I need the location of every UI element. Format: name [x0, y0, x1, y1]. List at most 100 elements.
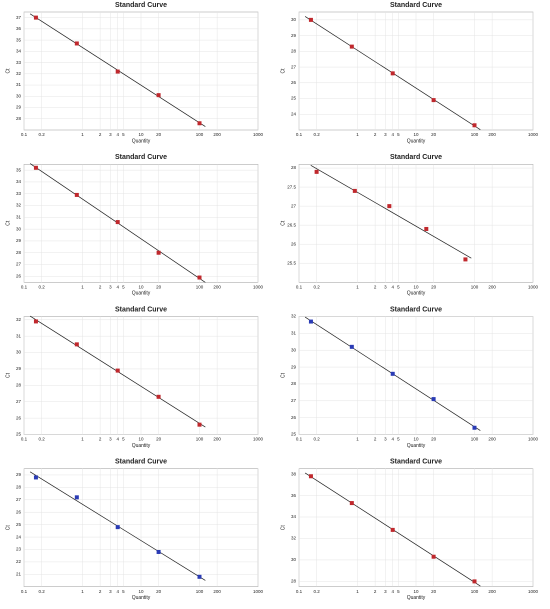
y-tick-label: 32: [291, 536, 297, 541]
y-axis-label: Ct: [5, 372, 11, 378]
data-point: [390, 71, 395, 76]
y-tick-label: 30: [291, 17, 297, 22]
x-tick-label: 10: [138, 284, 144, 289]
x-tick-label: 0.1: [21, 132, 28, 137]
chart-title: Standard Curve: [390, 154, 442, 161]
data-point: [74, 342, 79, 347]
x-tick-label: 0.1: [21, 437, 28, 442]
y-tick-label: 31: [16, 215, 22, 220]
y-tick-label: 30: [16, 93, 22, 98]
x-tick-label: 2: [99, 437, 102, 442]
x-tick-label: 1000: [253, 132, 264, 137]
data-point: [314, 169, 319, 174]
x-tick-label: 4: [391, 132, 394, 137]
x-tick-label: 100: [471, 284, 479, 289]
y-tick-label: 29: [16, 472, 22, 477]
y-tick-label: 30: [291, 347, 297, 352]
x-tick-label: 1000: [253, 437, 264, 442]
data-point: [308, 319, 313, 324]
x-tick-label: 10: [413, 589, 419, 594]
x-tick-label: 3: [109, 284, 112, 289]
x-tick-label: 0.2: [38, 132, 45, 137]
x-axis-label: Quantity: [132, 443, 151, 449]
x-tick-label: 2: [99, 132, 102, 137]
x-tick-label: 1000: [253, 284, 264, 289]
x-tick-label: 10: [413, 437, 419, 442]
x-tick-label: 200: [488, 589, 496, 594]
y-tick-label: 30: [291, 557, 297, 562]
x-axis-label: Quantity: [132, 138, 151, 144]
data-point: [115, 69, 120, 74]
x-tick-label: 100: [196, 437, 204, 442]
x-tick-label: 10: [138, 132, 144, 137]
y-axis-label: Ct: [5, 525, 11, 531]
y-tick-label: 31: [16, 82, 22, 87]
data-point: [463, 257, 468, 262]
x-tick-label: 2: [99, 284, 102, 289]
x-tick-label: 10: [413, 132, 419, 137]
x-tick-label: 3: [384, 284, 387, 289]
x-tick-label: 5: [397, 284, 400, 289]
y-tick-label: 38: [291, 471, 297, 476]
x-tick-label: 5: [122, 284, 125, 289]
y-tick-label: 29: [16, 105, 22, 110]
y-tick-label: 26: [291, 415, 297, 420]
x-tick-label: 20: [431, 132, 437, 137]
x-tick-label: 2: [99, 589, 102, 594]
x-tick-label: 200: [213, 589, 221, 594]
x-tick-label: 5: [122, 589, 125, 594]
data-point: [156, 93, 161, 98]
x-tick-label: 0.1: [296, 132, 303, 137]
x-tick-label: 4: [391, 589, 394, 594]
chart-title: Standard Curve: [115, 459, 167, 466]
y-tick-label: 35: [16, 167, 22, 172]
y-tick-label: 32: [291, 314, 297, 319]
x-tick-label: 5: [397, 589, 400, 594]
x-tick-label: 0.2: [313, 132, 320, 137]
x-tick-label: 20: [156, 284, 162, 289]
y-tick-label: 28: [291, 579, 297, 584]
chart-panel: Standard CurveACT282930313233343536370.1…: [5, 2, 263, 144]
data-point: [156, 394, 161, 399]
y-tick-label: 25: [16, 522, 22, 527]
y-tick-label: 26: [291, 241, 297, 246]
x-tick-label: 5: [122, 437, 125, 442]
y-tick-label: 25.5: [287, 260, 296, 265]
y-axis-label: Ct: [5, 220, 11, 226]
y-tick-label: 23: [16, 547, 22, 552]
y-tick-label: 25: [291, 432, 297, 437]
x-tick-label: 10: [138, 589, 144, 594]
y-tick-label: 26: [16, 509, 22, 514]
x-tick-label: 3: [109, 132, 112, 137]
x-tick-label: 200: [488, 284, 496, 289]
chart-panel: Standard CurveUBQ25262728293031320.10.21…: [5, 306, 263, 448]
y-tick-label: 24: [291, 111, 297, 116]
x-tick-label: 1000: [528, 284, 539, 289]
data-point: [431, 98, 436, 103]
y-tick-label: 24: [16, 534, 22, 539]
data-point: [387, 204, 392, 209]
x-tick-label: 2: [374, 437, 377, 442]
x-tick-label: 0.1: [21, 589, 28, 594]
y-tick-label: 28: [291, 49, 297, 54]
x-tick-label: 0.1: [296, 437, 303, 442]
chart-panel: Standard CurveTUA2830323436380.10.212345…: [280, 459, 538, 601]
x-tick-label: 0.2: [313, 284, 320, 289]
y-tick-label: 26: [291, 80, 297, 85]
x-tick-label: 2: [374, 284, 377, 289]
y-tick-label: 32: [16, 317, 22, 322]
x-tick-label: 5: [397, 132, 400, 137]
y-tick-label: 28: [16, 485, 22, 490]
x-tick-label: 20: [431, 437, 437, 442]
y-tick-label: 27: [291, 203, 297, 208]
y-tick-label: 33: [16, 60, 22, 65]
data-point: [472, 425, 477, 430]
x-tick-label: 100: [471, 589, 479, 594]
x-tick-label: 2: [374, 589, 377, 594]
chart-title: Standard Curve: [390, 306, 442, 313]
data-point: [431, 397, 436, 402]
data-point: [33, 15, 38, 20]
x-axis-label: Quantity: [407, 138, 426, 144]
